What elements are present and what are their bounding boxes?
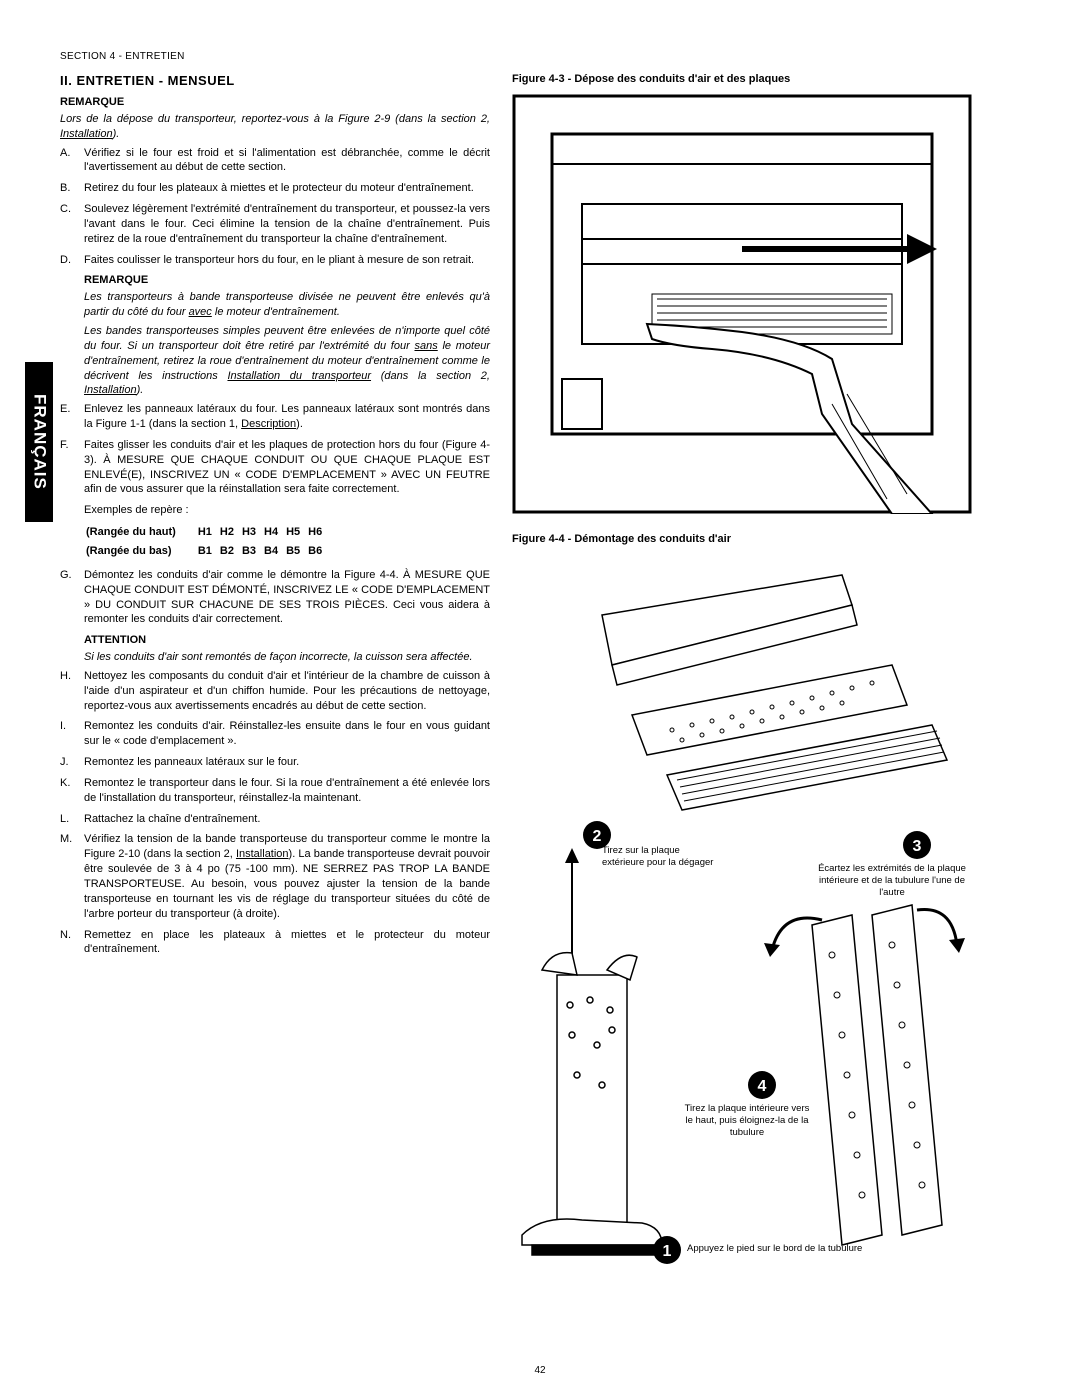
list-g: G.Démontez les conduits d'air comme le d… <box>60 568 490 627</box>
item-text: Retirez du four les plateaux à miettes e… <box>84 181 490 196</box>
step-4-text: Tirez la plaque intérieure vers le haut,… <box>682 1103 812 1139</box>
figure-4-3 <box>512 94 1020 514</box>
marker: K. <box>60 776 84 806</box>
step-3-text: Écartez les extrémités de la plaque inté… <box>812 863 972 899</box>
section-title: II. ENTRETIEN - MENSUEL <box>60 72 490 90</box>
marker: G. <box>60 568 84 627</box>
item-text: Remontez le transporteur dans le four. S… <box>84 776 490 806</box>
row-label: (Rangée du haut) <box>86 524 196 541</box>
item-text: Rattachez la chaîne d'entraînement. <box>84 812 490 827</box>
page-number: 42 <box>534 1364 545 1378</box>
attention-label: ATTENTION <box>84 633 490 648</box>
remarque-label-2: REMARQUE <box>84 273 490 288</box>
u: Installation du transporteur <box>227 370 371 382</box>
cell: H6 <box>308 524 328 541</box>
marker: J. <box>60 755 84 770</box>
u: Installation <box>84 384 137 396</box>
link-installation: Installation <box>236 848 289 860</box>
marker: F. <box>60 438 84 497</box>
cell: H5 <box>286 524 306 541</box>
cell: B3 <box>242 543 262 560</box>
marker: B. <box>60 181 84 196</box>
remarque-text-1: Lors de la dépose du transporteur, repor… <box>60 112 490 142</box>
language-tab: FRANÇAIS <box>25 362 53 522</box>
marker: A. <box>60 146 84 176</box>
marker: N. <box>60 928 84 958</box>
text: ). <box>137 384 144 396</box>
item-text: Remontez les conduits d'air. Réinstallez… <box>84 719 490 749</box>
step-1-num: 1 <box>663 1243 672 1260</box>
list-h-l: H.Nettoyez les composants du conduit d'a… <box>60 669 490 827</box>
marker: H. <box>60 669 84 714</box>
list-m: M. Vérifiez la tension de la bande trans… <box>60 832 490 957</box>
cell: B1 <box>198 543 218 560</box>
text: ). <box>113 128 120 140</box>
remarque-label-1: REMARQUE <box>60 95 490 110</box>
fig44-caption: Figure 4-4 - Démontage des conduits d'ai… <box>512 532 1020 547</box>
link-description: Description <box>241 418 296 430</box>
marker: D. <box>60 253 84 268</box>
list-e-f: E. Enlevez les panneaux latéraux du four… <box>60 402 490 497</box>
cell: B6 <box>308 543 328 560</box>
u: sans <box>414 340 437 352</box>
step-2-num: 2 <box>593 828 602 845</box>
row-label: (Rangée du bas) <box>86 543 196 560</box>
item-text: Faites glisser les conduits d'air et les… <box>84 438 490 497</box>
cell: B4 <box>264 543 284 560</box>
cell: H2 <box>220 524 240 541</box>
step-1-text: Appuyez le pied sur le bord de la tubulu… <box>687 1243 947 1255</box>
remarque2-p2: Les bandes transporteuses simples peuven… <box>84 324 490 398</box>
fig43-caption: Figure 4-3 - Dépose des conduits d'air e… <box>512 72 1020 87</box>
step-3-num: 3 <box>913 838 922 855</box>
link-installation: Installation <box>60 128 113 140</box>
cell: B2 <box>220 543 240 560</box>
cell: H4 <box>264 524 284 541</box>
remarque2-p1: Les transporteurs à bande transporteuse … <box>84 290 490 320</box>
examples-label: Exemples de repère : <box>84 503 490 518</box>
step-4-num: 4 <box>758 1078 767 1095</box>
text: le moteur d'entraînement. <box>212 306 340 318</box>
right-column: Figure 4-3 - Dépose des conduits d'air e… <box>512 72 1020 1294</box>
marker: I. <box>60 719 84 749</box>
marker: L. <box>60 812 84 827</box>
text: Lors de la dépose du transporteur, repor… <box>60 113 490 125</box>
left-column: FRANÇAIS II. ENTRETIEN - MENSUEL REMARQU… <box>60 72 490 1294</box>
step-2-text: Tirez sur la plaque extérieure pour la d… <box>602 845 722 869</box>
marker: E. <box>60 402 84 432</box>
section-header: SECTION 4 - ENTRETIEN <box>60 50 1020 64</box>
text: (dans la section 2, <box>371 370 490 382</box>
code-table: (Rangée du haut) H1 H2 H3 H4 H5 H6 (Rang… <box>84 522 330 562</box>
u: avec <box>189 306 212 318</box>
item-text: Soulevez légèrement l'extrémité d'entraî… <box>84 202 490 247</box>
marker: M. <box>60 832 84 921</box>
cell: H1 <box>198 524 218 541</box>
item-text: Démontez les conduits d'air comme le dém… <box>84 568 490 627</box>
item-text: Remontez les panneaux latéraux sur le fo… <box>84 755 490 770</box>
text: ). <box>296 418 303 430</box>
attention-text: Si les conduits d'air sont remontés de f… <box>84 650 490 665</box>
figure-4-4: 2 Tirez sur la plaque extérieure pour la… <box>512 555 1020 1275</box>
cell: H3 <box>242 524 262 541</box>
marker: C. <box>60 202 84 247</box>
item-text: Remettez en place les plateaux à miettes… <box>84 928 490 958</box>
list-a-d: A.Vérifiez si le four est froid et si l'… <box>60 146 490 268</box>
item-text: Vérifiez la tension de la bande transpor… <box>84 832 490 921</box>
cell: B5 <box>286 543 306 560</box>
item-text: Enlevez les panneaux latéraux du four. L… <box>84 402 490 432</box>
item-text: Nettoyez les composants du conduit d'air… <box>84 669 490 714</box>
item-text: Vérifiez si le four est froid et si l'al… <box>84 146 490 176</box>
item-text: Faites coulisser le transporteur hors du… <box>84 253 490 268</box>
